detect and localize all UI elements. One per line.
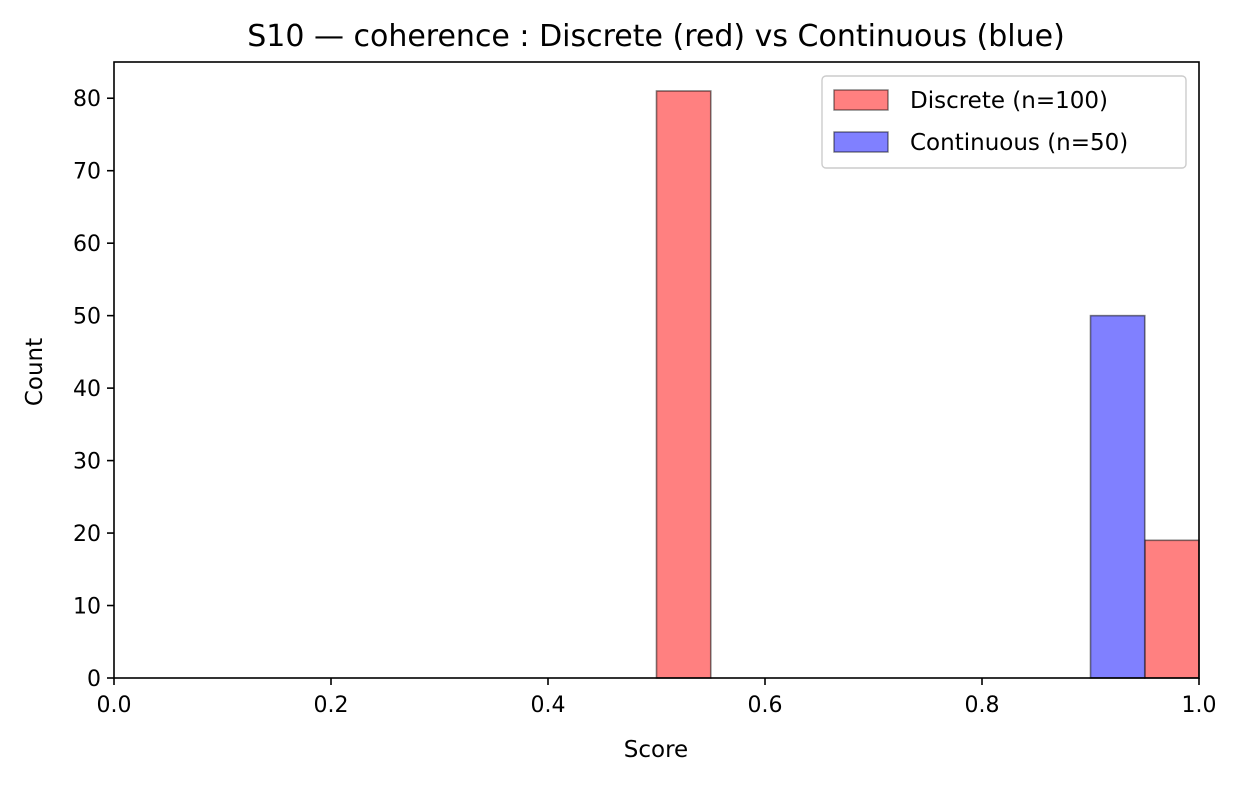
y-axis-ticks: 0 10 20 30 40 50 60 70 80	[73, 87, 114, 692]
legend-label-continuous: Continuous (n=50)	[910, 130, 1128, 156]
y-tick-label: 50	[73, 305, 101, 330]
y-tick-label: 0	[87, 667, 101, 692]
x-tick-label: 0.0	[97, 693, 132, 718]
bar-series-0-bin-0	[655, 90, 712, 679]
x-tick-label: 0.4	[531, 693, 566, 718]
plot-frame	[113, 61, 1200, 679]
legend-label-discrete: Discrete (n=100)	[910, 88, 1108, 114]
y-tick-label: 70	[73, 160, 101, 185]
x-tick-label: 0.8	[965, 693, 1000, 718]
x-tick-label: 1.0	[1182, 693, 1217, 718]
x-axis-label: Score	[624, 737, 688, 763]
legend-swatch-continuous	[833, 131, 889, 153]
bars-layer	[655, 90, 1200, 679]
y-tick-label: 30	[73, 450, 101, 475]
y-tick-label: 60	[73, 232, 101, 257]
legend: Discrete (n=100) Continuous (n=50)	[821, 75, 1187, 169]
y-axis-label: Count	[22, 338, 48, 406]
x-axis-ticks: 0.0 0.2 0.4 0.6 0.8 1.0	[97, 678, 1217, 718]
legend-swatch-discrete	[833, 89, 889, 111]
bar-series-0-bin-1	[1143, 539, 1200, 679]
y-tick-label: 80	[73, 87, 101, 112]
bar-series-1-bin-0	[1089, 314, 1146, 679]
y-tick-label: 20	[73, 522, 101, 547]
legend-frame	[821, 75, 1187, 169]
x-tick-label: 0.6	[748, 693, 783, 718]
chart-title: S10 — coherence : Discrete (red) vs Cont…	[247, 19, 1065, 54]
y-tick-label: 40	[73, 377, 101, 402]
y-tick-label: 10	[73, 595, 101, 620]
x-tick-label: 0.2	[314, 693, 349, 718]
